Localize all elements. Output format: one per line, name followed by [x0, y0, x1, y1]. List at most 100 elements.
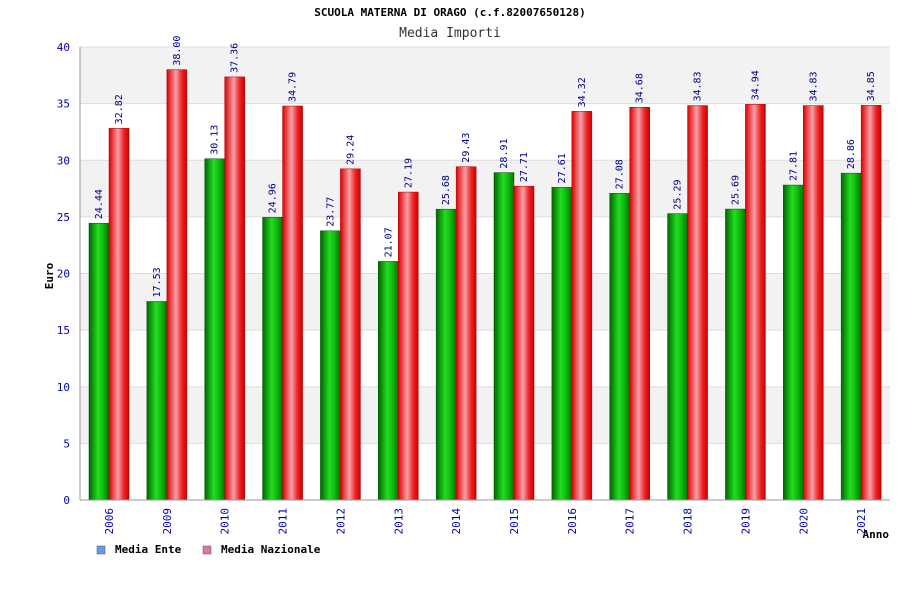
x-tick-label: 2009 — [161, 508, 174, 535]
bar-media-ente-2015 — [493, 172, 515, 501]
legend: Media Ente Media Nazionale — [96, 543, 321, 556]
plot-band — [80, 386, 890, 444]
y-tick-label: 0 — [63, 494, 70, 507]
data-label: 27.08 — [615, 159, 626, 189]
plot-band — [80, 103, 890, 161]
data-label: 34.32 — [577, 77, 588, 107]
bar-media-nazionale-2020 — [803, 105, 824, 501]
x-tick-label: 2017 — [624, 508, 637, 535]
legend-label-media-ente: Media Ente — [115, 543, 182, 556]
bar-media-nazionale-2010 — [224, 76, 245, 501]
x-axis-ticks: 2006 2009 2010 2011 2012 2013 2014 2015 2016 2017… — [103, 508, 868, 535]
data-label: 27.71 — [519, 152, 530, 182]
x-tick-label: 2013 — [392, 508, 405, 535]
x-tick-label: 2019 — [739, 508, 752, 535]
bars — [88, 69, 882, 501]
bar-media-nazionale-2014 — [455, 166, 477, 501]
bar-media-nazionale-2006 — [108, 128, 130, 501]
value-labels: 24.44 32.82 17.53 38.00 30.13 37.36 24.96 34.79… — [94, 36, 877, 298]
bar-media-nazionale-2016 — [571, 111, 593, 501]
y-tick-label: 40 — [57, 41, 70, 54]
plot-band — [80, 160, 890, 217]
data-label: 25.29 — [673, 179, 684, 209]
x-tick-label: 2006 — [103, 508, 116, 535]
data-label: 29.43 — [461, 133, 472, 163]
x-tick-label: 2012 — [334, 508, 347, 535]
x-tick-label: 2016 — [566, 508, 579, 535]
data-label: 34.83 — [693, 71, 704, 101]
plot-band — [80, 216, 890, 274]
x-tick-label: 2018 — [682, 508, 695, 535]
data-label: 34.68 — [635, 73, 646, 103]
data-label: 21.07 — [383, 227, 394, 257]
y-tick-label: 30 — [57, 154, 70, 167]
bar-media-ente-2006 — [88, 222, 110, 501]
data-label: 28.86 — [846, 139, 857, 169]
legend-swatch-media-nazionale — [202, 545, 212, 555]
y-tick-label: 15 — [57, 324, 70, 337]
bar-media-ente-2012 — [320, 230, 341, 501]
data-label: 34.79 — [288, 72, 299, 102]
x-tick-label: 2010 — [219, 508, 232, 535]
data-label: 25.68 — [441, 175, 452, 205]
x-tick-label: 2011 — [277, 508, 290, 535]
bar-media-nazionale-2011 — [282, 105, 303, 501]
chart-title: SCUOLA MATERNA DI ORAGO (c.f.82007650128… — [314, 6, 586, 19]
y-tick-label: 5 — [63, 437, 70, 450]
plot-band — [80, 47, 890, 104]
bar-media-nazionale-2012 — [340, 168, 361, 501]
plot-band — [80, 273, 890, 331]
bar-media-nazionale-2019 — [745, 104, 766, 501]
bar-media-nazionale-2018 — [687, 105, 708, 501]
data-label: 25.69 — [730, 175, 741, 205]
y-tick-label: 10 — [57, 381, 70, 394]
bar-media-ente-2017 — [609, 193, 630, 501]
bar-media-nazionale-2017 — [629, 106, 650, 501]
data-label: 17.53 — [152, 267, 163, 297]
y-tick-label: 20 — [57, 268, 70, 281]
bar-media-ente-2013 — [378, 261, 399, 501]
data-label: 32.82 — [114, 94, 125, 124]
bar-media-ente-2011 — [262, 217, 283, 501]
y-axis-ticks: 0 5 10 15 20 25 30 35 40 — [57, 41, 70, 507]
data-label: 28.91 — [499, 138, 510, 168]
data-label: 37.36 — [230, 43, 241, 73]
bar-media-ente-2021 — [840, 172, 862, 501]
bar-media-ente-2009 — [146, 301, 168, 501]
x-tick-label: 2021 — [855, 508, 868, 535]
bar-media-ente-2010 — [204, 158, 225, 501]
bar-media-nazionale-2015 — [513, 185, 535, 501]
bar-media-nazionale-2013 — [398, 191, 419, 501]
data-label: 24.96 — [268, 183, 279, 213]
bar-media-nazionale-2021 — [860, 105, 882, 501]
data-label: 27.81 — [788, 151, 799, 181]
bar-media-ente-2014 — [435, 208, 457, 501]
legend-swatch-media-ente — [96, 545, 106, 555]
data-label: 38.00 — [172, 36, 183, 66]
plot-band — [80, 330, 890, 387]
data-label: 23.77 — [325, 197, 336, 227]
bar-media-nazionale-2009 — [166, 69, 188, 501]
bar-media-ente-2018 — [667, 213, 688, 501]
data-label: 24.44 — [94, 189, 105, 219]
x-tick-label: 2014 — [450, 508, 463, 535]
y-axis-label: Euro — [43, 262, 56, 289]
data-label: 34.94 — [750, 70, 761, 100]
chart-subtitle: Media Importi — [399, 26, 501, 41]
bar-media-ente-2016 — [551, 187, 573, 501]
x-tick-label: 2020 — [797, 508, 810, 535]
data-label: 34.85 — [866, 71, 877, 101]
data-label: 29.24 — [345, 135, 356, 165]
x-axis-label: Anno — [863, 528, 890, 541]
y-tick-label: 35 — [57, 98, 70, 111]
data-label: 30.13 — [210, 125, 221, 155]
legend-label-media-nazionale: Media Nazionale — [221, 543, 321, 556]
data-label: 27.19 — [403, 158, 414, 188]
plot-band — [80, 443, 890, 500]
bar-media-ente-2019 — [725, 208, 746, 501]
bar-media-ente-2020 — [783, 184, 804, 501]
data-label: 27.61 — [557, 153, 568, 183]
y-tick-label: 25 — [57, 211, 70, 224]
x-tick-label: 2015 — [508, 508, 521, 535]
